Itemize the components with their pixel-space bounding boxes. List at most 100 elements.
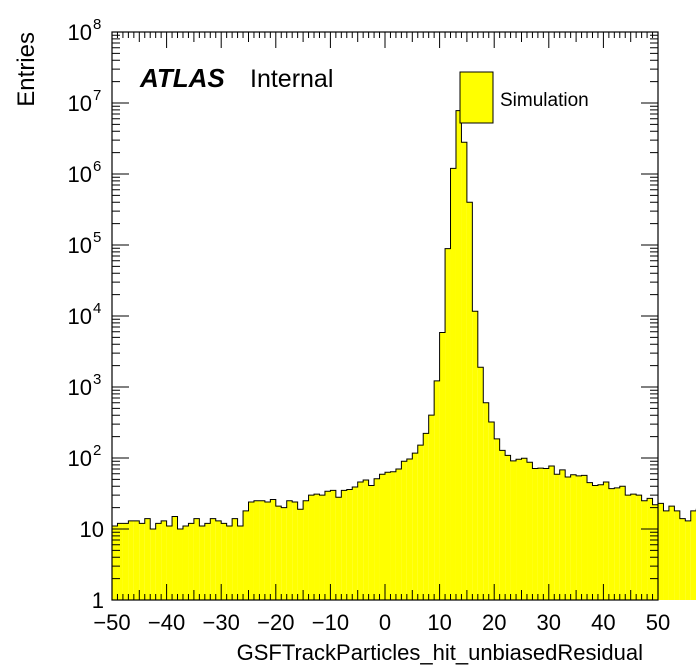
histogram-bin [428,415,435,600]
histogram-bin [139,523,145,600]
histogram-bin [374,478,380,600]
y-tick-label-exponent: 3 [93,371,101,388]
y-tick-label: 10 8 [68,16,102,45]
y-tick-label: 10 2 [68,442,102,471]
atlas-internal-label: Internal [250,65,333,93]
histogram-bin [587,482,593,600]
histogram-bin [488,421,495,600]
histogram-bars [111,110,696,601]
y-tick-label-base: 10 [68,233,92,258]
histogram-bin [243,510,249,600]
x-tick-label: −10 [312,610,349,635]
histogram-bin [592,485,598,600]
histogram-bin [335,497,342,600]
histogram-bin [253,500,260,600]
y-tick-label: 1 [92,588,104,613]
histogram-bin [641,500,648,600]
x-tick-label: 20 [482,610,506,635]
histogram-bin [314,494,320,600]
histogram-bin [450,168,456,601]
y-tick-label-base: 10 [68,20,92,45]
histogram-bin [204,523,211,600]
histogram-bin [417,445,424,600]
histogram-bin [559,469,566,600]
histogram-bin [685,520,691,600]
histogram-bin [264,502,271,600]
histogram-bin [455,110,462,600]
histogram-bin [232,518,238,600]
histogram-bin [385,472,391,600]
histogram-bin [477,367,484,600]
histogram-bin [150,529,156,600]
x-tick-label: 50 [646,610,670,635]
y-tick-label-exponent: 7 [93,87,101,104]
histogram-bin [297,509,304,600]
y-tick-label: 10 3 [68,371,102,400]
histogram-bin [625,495,631,600]
histogram-bin [510,460,517,600]
histogram-bin [505,455,511,600]
y-tick-label-exponent: 4 [93,300,101,317]
histogram-bin [614,487,620,600]
y-tick-label-base: 10 [68,446,92,471]
legend-entry-simulation: Simulation [500,90,589,111]
x-tick-label: −50 [93,610,130,635]
histogram-bin [117,523,123,600]
y-tick-label: 10 6 [68,158,102,187]
histogram-bin [548,466,555,600]
histogram-bin [658,503,664,600]
histogram-bin [395,468,402,600]
histogram-bin [483,402,489,600]
histogram-bin [379,474,385,600]
histogram-bin [112,526,118,600]
histogram-bin [324,491,331,600]
histogram-bin [554,474,560,600]
histogram-bin [597,484,604,600]
histogram-bin [275,506,282,600]
atlas-label: ATLAS Internal [139,63,333,93]
histogram-bin [461,142,467,601]
histogram-bin [619,486,626,600]
x-tick-label: 40 [591,610,615,635]
y-tick-label-exponent: 6 [93,158,101,175]
histogram-bin [674,510,680,600]
histogram-bin [368,485,375,600]
histogram-bin [445,248,451,600]
histogram-bin [259,500,265,600]
histogram-bin [565,477,571,600]
histogram-bin [199,526,205,600]
histogram-bin [161,520,167,600]
histogram-bin [286,500,293,600]
histogram-bin [570,474,577,600]
histogram-bin [423,433,429,600]
y-tick-label-base: 10 [68,91,92,116]
histogram-bin [390,471,396,600]
histogram-bin [679,518,686,600]
histogram-bin [636,495,642,600]
histogram-bin [215,520,222,600]
histogram-bin [128,520,134,600]
histogram-bin [537,468,544,600]
histogram-bin [608,488,615,600]
histogram-bin [466,202,473,601]
histogram-bin [439,332,446,600]
histogram-bin [341,490,347,600]
histogram-bin [576,475,582,600]
histogram-bin [690,510,696,600]
histogram-bin [363,479,369,600]
x-tick-label: 0 [379,610,391,635]
x-tick-label: −20 [257,610,294,635]
histogram-bin [352,487,358,600]
histogram-bin [122,523,129,600]
histogram-bin [188,523,194,600]
histogram-bin [281,507,287,600]
histogram-bin [406,458,413,600]
x-tick-label: −30 [203,610,240,635]
y-tick-label: 10 4 [68,300,102,329]
histogram-bin [543,468,549,600]
histogram-bin [532,468,538,600]
histogram-bin [346,489,353,600]
y-tick-label: 10 [80,517,104,542]
histogram-bin [144,518,151,600]
